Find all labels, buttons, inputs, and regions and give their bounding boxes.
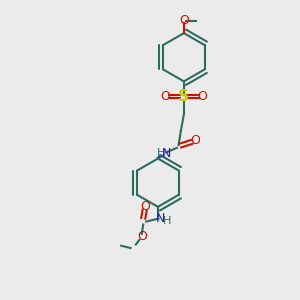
Text: S: S xyxy=(178,89,189,104)
Text: N: N xyxy=(162,147,171,160)
Text: O: O xyxy=(179,14,189,27)
Text: N: N xyxy=(156,212,166,225)
Text: O: O xyxy=(191,134,201,147)
Text: O: O xyxy=(140,200,150,213)
Text: O: O xyxy=(161,90,170,103)
Text: O: O xyxy=(197,90,207,103)
Text: H: H xyxy=(157,148,166,158)
Text: H: H xyxy=(163,216,171,226)
Text: O: O xyxy=(137,230,147,243)
